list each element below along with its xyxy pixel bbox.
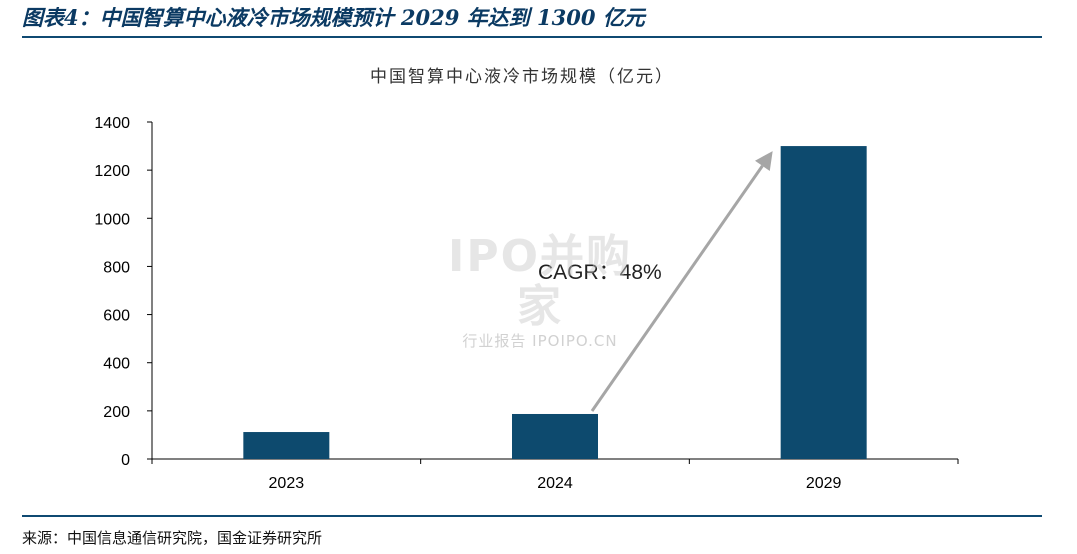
cagr-arrow-shaft <box>590 164 764 412</box>
y-tick-label: 1000 <box>94 211 130 228</box>
figure-header: 图表4：中国智算中心液冷市场规模预计 2029 年达到 1300 亿元 <box>22 5 645 30</box>
source-note: 来源：中国信息通信研究院，国金证券研究所 <box>22 529 323 547</box>
y-tick-label: 1200 <box>94 163 130 180</box>
y-tick-label: 0 <box>121 452 130 469</box>
bar-2029 <box>780 146 867 460</box>
y-axis: 0 200 400 600 800 1000 1200 1400 <box>94 115 153 469</box>
cagr-arrow-head <box>755 151 773 171</box>
bar-2023 <box>243 432 330 459</box>
chart-title: 中国智算中心液冷市场规模（亿元） <box>370 67 674 87</box>
x-axis: 2023 2024 2029 <box>151 458 959 492</box>
x-tick-label: 2029 <box>806 475 842 492</box>
x-tick-label: 2024 <box>537 475 573 492</box>
cagr-annotation: CAGR：48% <box>538 151 773 412</box>
y-tick-label: 400 <box>103 356 130 373</box>
cagr-label: CAGR：48% <box>538 261 662 284</box>
y-tick-label: 800 <box>103 259 130 276</box>
x-tick-label: 2023 <box>269 475 305 492</box>
bar-2024 <box>512 413 598 459</box>
y-tick-label: 600 <box>103 308 130 325</box>
bars <box>243 146 867 460</box>
bar-chart: 中国智算中心液冷市场规模（亿元） 0 200 400 600 800 1000 1200 14… <box>94 67 959 492</box>
y-tick-label: 200 <box>103 404 130 421</box>
footer-divider <box>22 515 1042 517</box>
y-tick-label: 1400 <box>94 115 130 132</box>
header-divider <box>22 36 1042 38</box>
